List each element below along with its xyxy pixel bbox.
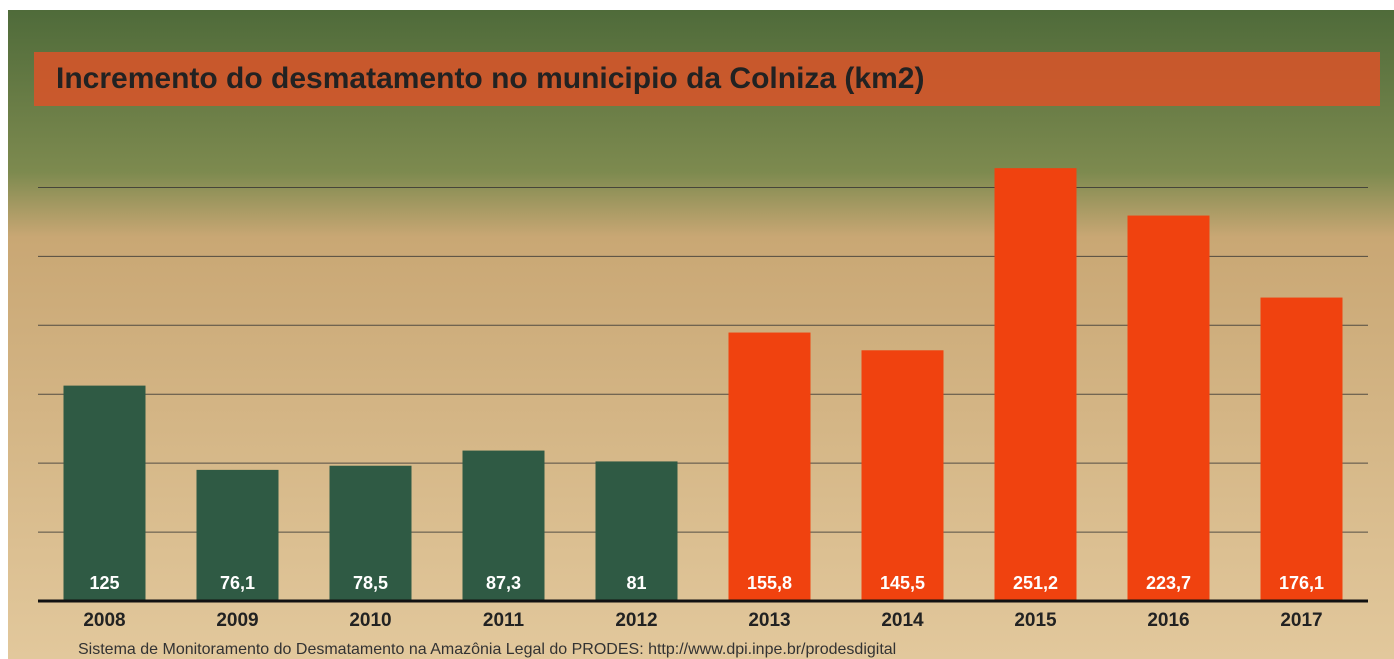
x-tick-label: 2011	[483, 610, 525, 631]
chart: Incremento do desmatamento no municipio …	[0, 0, 1394, 659]
value-label: 223,7	[1146, 573, 1191, 593]
value-label: 81	[626, 573, 646, 593]
value-label: 251,2	[1013, 573, 1058, 593]
x-tick-label: 2012	[615, 610, 657, 631]
x-tick-label: 2010	[349, 610, 391, 631]
x-tick-label: 2008	[83, 610, 125, 631]
x-tick-label: 2013	[748, 610, 790, 631]
chart-title: Incremento do desmatamento no municipio …	[56, 62, 924, 95]
value-label: 145,5	[880, 573, 925, 593]
value-label: 76,1	[220, 573, 255, 593]
bar	[1128, 216, 1210, 601]
x-tick-label: 2014	[881, 610, 924, 631]
value-label: 176,1	[1279, 573, 1324, 593]
source-note: Sistema de Monitoramento do Desmatamento…	[78, 641, 896, 658]
x-tick-label: 2016	[1147, 610, 1189, 631]
value-label: 87,3	[486, 573, 521, 593]
value-label: 125	[89, 573, 119, 593]
page: Incremento do desmatamento no municipio …	[0, 0, 1394, 659]
value-label: 78,5	[353, 573, 388, 593]
bar	[862, 350, 944, 601]
bar	[729, 333, 811, 601]
x-tick-label: 2009	[216, 610, 258, 631]
bar	[64, 386, 146, 601]
x-tick-label: 2017	[1280, 610, 1322, 631]
bar	[995, 168, 1077, 601]
x-tick-label: 2015	[1014, 610, 1057, 631]
bar	[1261, 298, 1343, 601]
value-label: 155,8	[747, 573, 792, 593]
